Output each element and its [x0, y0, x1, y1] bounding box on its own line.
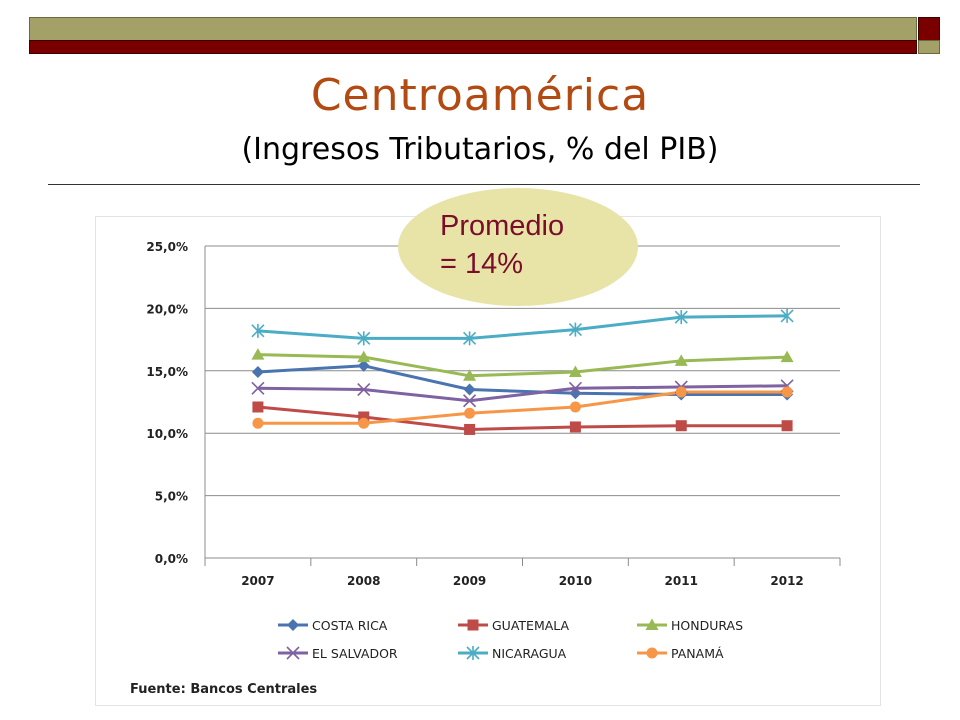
legend-label-guatemala: GUATEMALA [492, 618, 570, 633]
y-tick-label: 10,0% [146, 427, 188, 441]
legend-label-honduras: HONDURAS [671, 618, 743, 633]
series-line-nicaragua [258, 316, 787, 338]
data-point-costa-rica [464, 384, 476, 396]
y-axis-labels: 0,0% 5,0% 10,0% 15,0% 20,0% 25,0% [146, 240, 188, 566]
legend-marker-costa-rica [287, 619, 299, 631]
data-point-panam- [252, 418, 263, 429]
y-tick-label: 15,0% [146, 365, 188, 379]
series-lines [258, 316, 787, 430]
data-point-costa-rica [252, 366, 264, 378]
series-line-panam- [258, 392, 787, 423]
source-note: Fuente: Bancos Centrales [130, 682, 317, 697]
data-point-panam- [676, 387, 687, 398]
data-point-guatemala [464, 424, 475, 435]
data-point-panam- [464, 408, 475, 419]
average-callout-text: Promedio = 14% [440, 207, 610, 283]
line-chart: 0,0%5,0%10,0%15,0%20,0%25,0% 2007 2008 200… [0, 0, 960, 720]
x-axis-labels: 2007 2008 2009 2010 2011 2012 [241, 574, 804, 588]
y-tick-label: 5,0% [155, 490, 188, 504]
x-tick-label: 2012 [770, 574, 803, 588]
legend-marker-panam- [647, 648, 658, 659]
chart-legend: COSTA RICA GUATEMALA HONDURAS EL SALVADOR NI… [278, 618, 743, 661]
y-tick-label: 25,0% [146, 240, 188, 254]
legend-label-el-salvador: EL SALVADOR [312, 646, 398, 661]
legend-label-nicaragua: NICARAGUA [492, 646, 567, 661]
series-line-honduras [258, 355, 787, 376]
y-tick-label: 20,0% [146, 302, 188, 316]
data-point-guatemala [570, 421, 581, 432]
data-point-guatemala [676, 420, 687, 431]
x-tick-label: 2008 [347, 574, 380, 588]
y-tick-label: 0,0% [155, 552, 188, 566]
data-point-panam- [782, 387, 793, 398]
legend-marker-guatemala [468, 620, 479, 631]
series-markers [251, 309, 793, 435]
x-tick-label: 2011 [665, 574, 698, 588]
x-tick-label: 2009 [453, 574, 486, 588]
data-point-panam- [570, 401, 581, 412]
data-point-panam- [358, 418, 369, 429]
x-tick-label: 2007 [241, 574, 274, 588]
legend-label-costa-rica: COSTA RICA [312, 618, 388, 633]
legend-label-panam-: PANAMÁ [671, 646, 724, 661]
data-point-guatemala [252, 401, 263, 412]
x-tick-label: 2010 [559, 574, 592, 588]
data-point-guatemala [782, 420, 793, 431]
